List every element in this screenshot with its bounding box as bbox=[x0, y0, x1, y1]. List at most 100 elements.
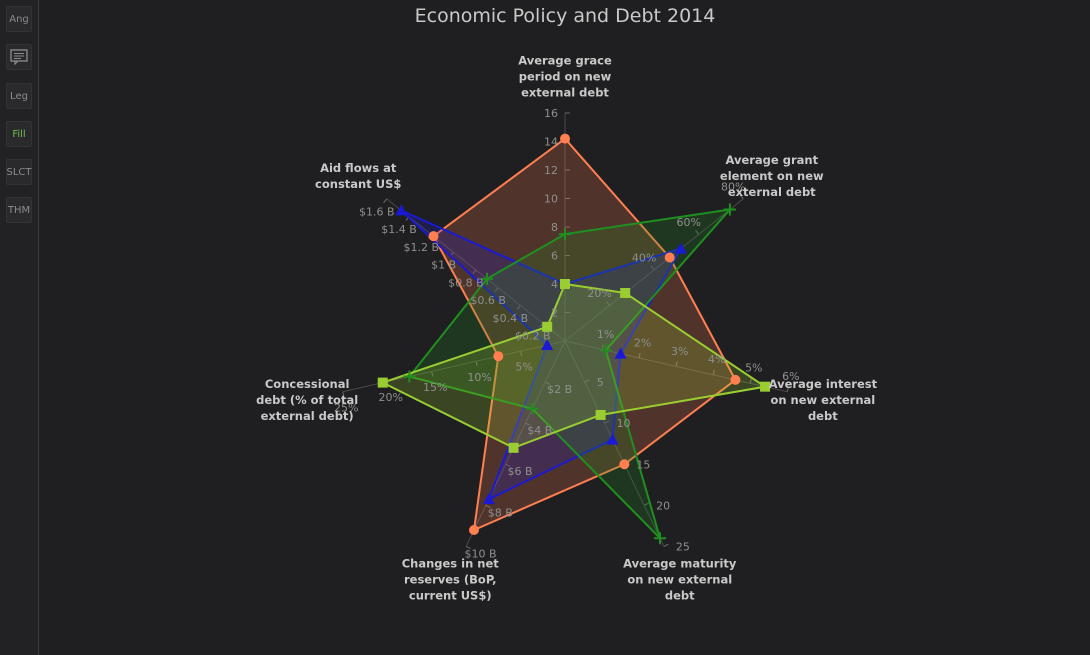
series-polygon bbox=[380, 282, 768, 449]
data-point[interactable] bbox=[508, 442, 519, 453]
series-polygon bbox=[432, 137, 737, 532]
tick-label: $1.4 B bbox=[381, 223, 417, 236]
tick-mark bbox=[643, 502, 649, 506]
tick-label: 16 bbox=[544, 107, 558, 120]
data-point[interactable] bbox=[599, 344, 612, 357]
tick-mark bbox=[465, 545, 471, 550]
toolbar: Ang Leg Fill SLCT THM bbox=[0, 0, 39, 655]
fill-button[interactable]: Fill bbox=[6, 121, 32, 147]
tick-label: $4 B bbox=[527, 424, 552, 437]
comment-button[interactable] bbox=[6, 44, 32, 70]
tick-mark bbox=[485, 504, 491, 508]
tick-mark bbox=[675, 361, 678, 367]
series-polygon bbox=[400, 209, 684, 502]
data-point[interactable] bbox=[620, 288, 631, 299]
series bbox=[377, 133, 771, 545]
data-point[interactable] bbox=[560, 279, 570, 289]
tick-label: 2 bbox=[551, 307, 558, 320]
tick-label: $0.2 B bbox=[515, 330, 551, 343]
tick-label: $2 B bbox=[547, 383, 572, 396]
data-point[interactable] bbox=[493, 351, 504, 362]
data-point[interactable] bbox=[482, 493, 495, 505]
axis-titles: Average grace period on new external debt A… bbox=[256, 54, 877, 603]
tick-mark bbox=[520, 351, 523, 357]
tick-label: 40% bbox=[632, 251, 656, 264]
data-point[interactable] bbox=[468, 524, 479, 535]
data-point[interactable] bbox=[542, 321, 553, 332]
select-button[interactable]: SLCT bbox=[6, 159, 32, 185]
tick-label: 1% bbox=[597, 328, 614, 341]
tick-label: 20% bbox=[587, 287, 611, 300]
tick-mark bbox=[383, 198, 388, 204]
data-point[interactable] bbox=[541, 339, 554, 351]
tick-label: $0.6 B bbox=[470, 294, 506, 307]
legend-button[interactable]: Leg bbox=[6, 83, 32, 109]
theme-button[interactable]: THM bbox=[6, 197, 32, 223]
tick-label: 5% bbox=[745, 362, 762, 375]
tick-mark bbox=[786, 386, 789, 392]
data-point[interactable] bbox=[377, 377, 388, 388]
tick-label: 20% bbox=[379, 391, 403, 404]
data-point[interactable] bbox=[723, 203, 736, 216]
data-point[interactable] bbox=[395, 204, 408, 216]
data-point[interactable] bbox=[560, 133, 570, 144]
axis-title: Average grace period on new external debt bbox=[518, 54, 612, 100]
comment-icon bbox=[10, 49, 28, 65]
axis-title: Average interest on new external debt bbox=[769, 377, 878, 423]
tick-mark bbox=[584, 379, 590, 383]
data-point[interactable] bbox=[760, 381, 771, 392]
tick-label: 60% bbox=[676, 216, 700, 229]
tick-mark bbox=[606, 301, 610, 306]
axis-title: Concessional debt (% of total external deb… bbox=[256, 377, 358, 423]
tick-label: 20 bbox=[656, 499, 670, 512]
tick-label: 25 bbox=[676, 540, 690, 553]
tick-label: 10 bbox=[544, 193, 558, 206]
tick-label: 12 bbox=[544, 164, 558, 177]
axis-title: Average maturity on new external debt bbox=[623, 556, 737, 602]
tick-mark bbox=[650, 265, 655, 271]
data-point[interactable] bbox=[730, 374, 741, 385]
data-point[interactable] bbox=[526, 402, 539, 415]
tick-mark bbox=[601, 344, 604, 350]
angle-button[interactable]: Ang bbox=[6, 6, 32, 32]
tick-mark bbox=[475, 361, 478, 367]
tick-label: 6 bbox=[551, 250, 558, 263]
tick-label: 4 bbox=[551, 278, 558, 291]
tick-label: 10 bbox=[617, 417, 631, 430]
data-point[interactable] bbox=[619, 459, 630, 470]
data-point[interactable] bbox=[664, 252, 675, 263]
axes bbox=[342, 112, 789, 550]
tick-mark bbox=[695, 230, 700, 235]
tick-label: 5 bbox=[597, 376, 604, 389]
tick-label: 10% bbox=[467, 371, 491, 384]
data-point[interactable] bbox=[606, 433, 619, 445]
data-point[interactable] bbox=[481, 272, 494, 285]
data-point[interactable] bbox=[595, 409, 606, 420]
tick-label: 15 bbox=[636, 458, 650, 471]
tick-label: $10 B bbox=[464, 547, 496, 560]
tick-mark bbox=[749, 378, 752, 384]
data-point[interactable] bbox=[653, 532, 666, 545]
data-point[interactable] bbox=[403, 370, 416, 383]
tick-label: 8 bbox=[551, 221, 558, 234]
axis-title: Average grant element on new external debt bbox=[720, 153, 824, 199]
radar-chart: Economic Policy and Debt 2014 2 4 6 8 10 12 14… bbox=[256, 5, 877, 603]
data-point[interactable] bbox=[674, 242, 687, 254]
axis-line bbox=[564, 198, 744, 342]
tick-label: 5% bbox=[515, 361, 532, 374]
tick-label: 15% bbox=[423, 381, 447, 394]
data-point[interactable] bbox=[559, 228, 571, 241]
tick-mark bbox=[472, 269, 477, 275]
axis-title: Changes in net reserves (BoP, current US$) bbox=[402, 556, 500, 602]
tick-mark bbox=[342, 391, 345, 397]
tick-label: $1.6 B bbox=[359, 205, 395, 218]
data-point[interactable] bbox=[614, 347, 627, 359]
tick-label: $6 B bbox=[508, 465, 533, 478]
tick-mark bbox=[431, 371, 434, 377]
tick-mark bbox=[544, 381, 550, 385]
data-point[interactable] bbox=[428, 231, 439, 242]
tick-mark bbox=[516, 305, 521, 310]
tick-mark bbox=[505, 463, 511, 467]
tick-label: 3% bbox=[671, 345, 688, 358]
tick-label: $0.4 B bbox=[493, 312, 529, 325]
